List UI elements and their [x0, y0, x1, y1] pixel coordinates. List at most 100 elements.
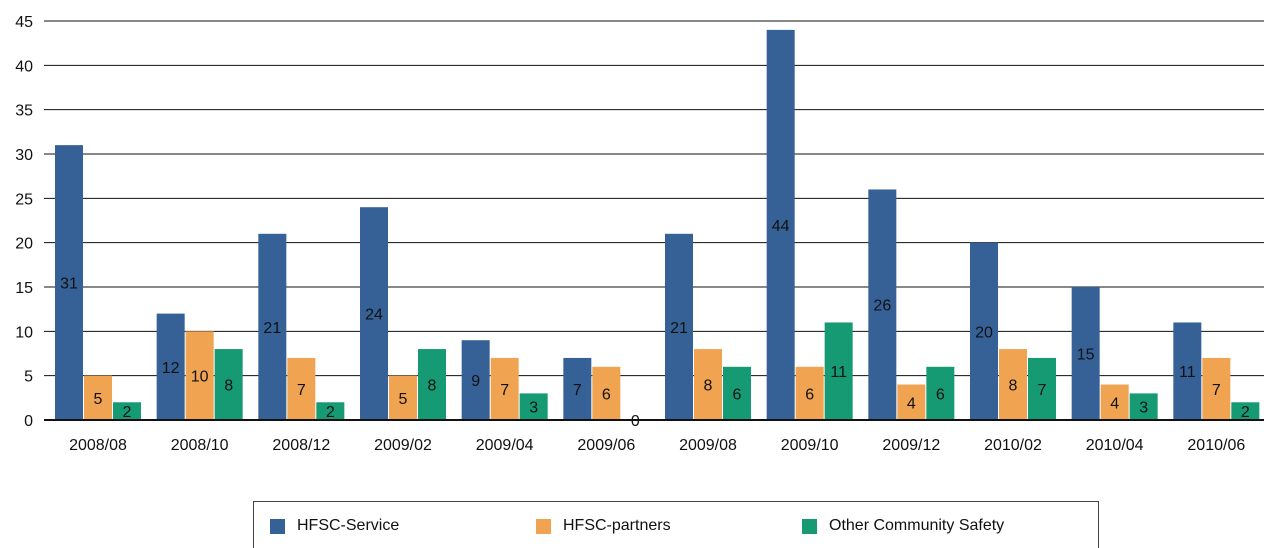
- bar-hfsc-partners-2009-06: [592, 366, 621, 420]
- bar-hfsc-partners-2008-12: [287, 357, 316, 420]
- bar-hfsc-partners-2010-02: [999, 349, 1027, 420]
- x-tick-label: 2009/06: [577, 437, 635, 454]
- bar-hfsc-service-2010-06: [1173, 322, 1202, 420]
- legend-label: Other Community Safety: [829, 517, 1005, 534]
- data-label: 5: [399, 391, 408, 408]
- x-tick-label: 2010/02: [984, 437, 1042, 454]
- legend-swatch-hfsc-service: [270, 518, 285, 534]
- x-tick-label: 2009/08: [679, 437, 737, 454]
- bar-hfsc-service-2009-02: [360, 207, 388, 420]
- x-tick-label: 2009/04: [476, 437, 534, 454]
- y-tick-label: 25: [15, 191, 33, 208]
- gridlines: [44, 20, 1264, 377]
- legend-label: HFSC-Service: [297, 517, 400, 534]
- x-tick-label: 2009/10: [781, 437, 839, 454]
- bar-hfsc-partners-2009-04: [490, 357, 519, 420]
- data-label: 2: [326, 404, 335, 421]
- legend-swatch-other-community-safety: [802, 518, 817, 534]
- data-label: 8: [224, 378, 233, 395]
- data-label: 44: [772, 218, 790, 235]
- bar-hfsc-partners-2008-10: [185, 331, 214, 420]
- bar-other-community-safety-2010-06: [1231, 402, 1260, 420]
- y-tick-label: 35: [15, 103, 33, 120]
- bar-hfsc-partners-2009-02: [389, 375, 417, 420]
- bar-hfsc-partners-2010-04: [1100, 384, 1129, 420]
- legend-item-other-community-safety: Other Community Safety: [802, 516, 1004, 536]
- bar-hfsc-service-2009-12: [868, 189, 897, 420]
- bar-other-community-safety-2010-04: [1129, 393, 1158, 420]
- bar-other-community-safety-2009-12: [926, 366, 955, 420]
- data-label: 21: [263, 320, 281, 337]
- bar-hfsc-service-2009-10: [766, 29, 795, 420]
- bar-hfsc-service-2009-06: [563, 357, 592, 420]
- data-label: 7: [1038, 382, 1047, 399]
- data-label: 24: [365, 307, 383, 324]
- data-label: 8: [1009, 378, 1018, 395]
- bar-other-community-safety-2009-02: [418, 349, 446, 420]
- bar-hfsc-partners-2008-08: [84, 375, 112, 420]
- data-label: 6: [733, 386, 742, 403]
- bar-other-community-safety-2010-02: [1028, 357, 1056, 420]
- data-label: 6: [602, 386, 611, 403]
- data-label: 11: [1179, 364, 1196, 381]
- data-label: 0: [631, 413, 640, 430]
- bar-hfsc-service-2009-04: [461, 340, 490, 420]
- bar-other-community-safety-2009-08: [723, 366, 751, 420]
- bar-hfsc-service-2008-10: [156, 313, 185, 420]
- data-label: 15: [1077, 347, 1095, 364]
- data-label: 4: [1110, 395, 1119, 412]
- bar-hfsc-partners-2009-10: [795, 366, 824, 420]
- y-tick-label: 30: [15, 147, 33, 164]
- bar-other-community-safety-2008-12: [316, 402, 345, 420]
- x-tick-label: 2008/12: [272, 437, 330, 454]
- bar-hfsc-service-2008-12: [258, 233, 287, 420]
- x-tick-label: 2010/06: [1187, 437, 1245, 454]
- data-label: 7: [297, 382, 306, 399]
- data-label: 12: [162, 360, 180, 377]
- data-label: 21: [670, 320, 688, 337]
- y-axis-ticks: 0 5 10 15 20 25 30 35 40 45: [15, 14, 33, 430]
- data-label: 3: [1139, 400, 1148, 417]
- x-tick-label: 2010/04: [1086, 437, 1144, 454]
- y-tick-label: 40: [15, 58, 33, 75]
- data-label: 8: [428, 378, 437, 395]
- legend: HFSC-Service HFSC-partners Other Communi…: [253, 501, 1099, 548]
- bar-hfsc-partners-2009-08: [694, 349, 722, 420]
- legend-item-hfsc-partners: HFSC-partners: [536, 516, 671, 536]
- y-tick-label: 0: [24, 413, 33, 430]
- data-labels: 3 15 2 12 10 8 21 7 2 24 5 8 9 7 3 7 6 0 21 8 6 44 6 11 26 4 6 20 8 7…: [60, 218, 1250, 430]
- data-label: 4: [907, 395, 916, 412]
- x-tick-label: 2008/08: [69, 437, 127, 454]
- bars: [55, 29, 1260, 420]
- data-label: 11: [830, 364, 847, 381]
- legend-swatch-hfsc-partners: [536, 518, 551, 534]
- x-tick-label: 2009/12: [882, 437, 940, 454]
- data-label: 8: [704, 378, 713, 395]
- data-label: 20: [975, 324, 993, 341]
- bar-other-community-safety-2008-08: [113, 402, 141, 420]
- data-label: 7: [500, 382, 509, 399]
- bar-hfsc-service-2010-02: [970, 242, 998, 420]
- bar-other-community-safety-2009-10: [824, 322, 853, 420]
- data-label: 3: [529, 400, 538, 417]
- data-label: 31: [60, 276, 78, 293]
- data-label: 9: [471, 373, 480, 390]
- data-label: 7: [573, 382, 582, 399]
- bar-hfsc-service-2010-04: [1071, 287, 1100, 420]
- bar-other-community-safety-2008-10: [214, 349, 243, 420]
- bar-hfsc-partners-2009-12: [897, 384, 926, 420]
- data-label: 26: [873, 298, 891, 315]
- data-label: 6: [936, 386, 945, 403]
- data-label: 6: [805, 386, 814, 403]
- x-tick-label: 2008/10: [171, 437, 229, 454]
- legend-item-hfsc-service: HFSC-Service: [270, 516, 399, 536]
- y-tick-label: 10: [15, 324, 33, 341]
- bar-other-community-safety-2009-04: [519, 393, 548, 420]
- y-tick-label: 5: [24, 369, 33, 386]
- y-tick-label: 20: [15, 236, 33, 253]
- data-label: 10: [191, 369, 209, 386]
- bar-hfsc-service-2009-08: [665, 233, 693, 420]
- data-label: 7: [1212, 382, 1221, 399]
- data-label: 2: [1241, 404, 1250, 421]
